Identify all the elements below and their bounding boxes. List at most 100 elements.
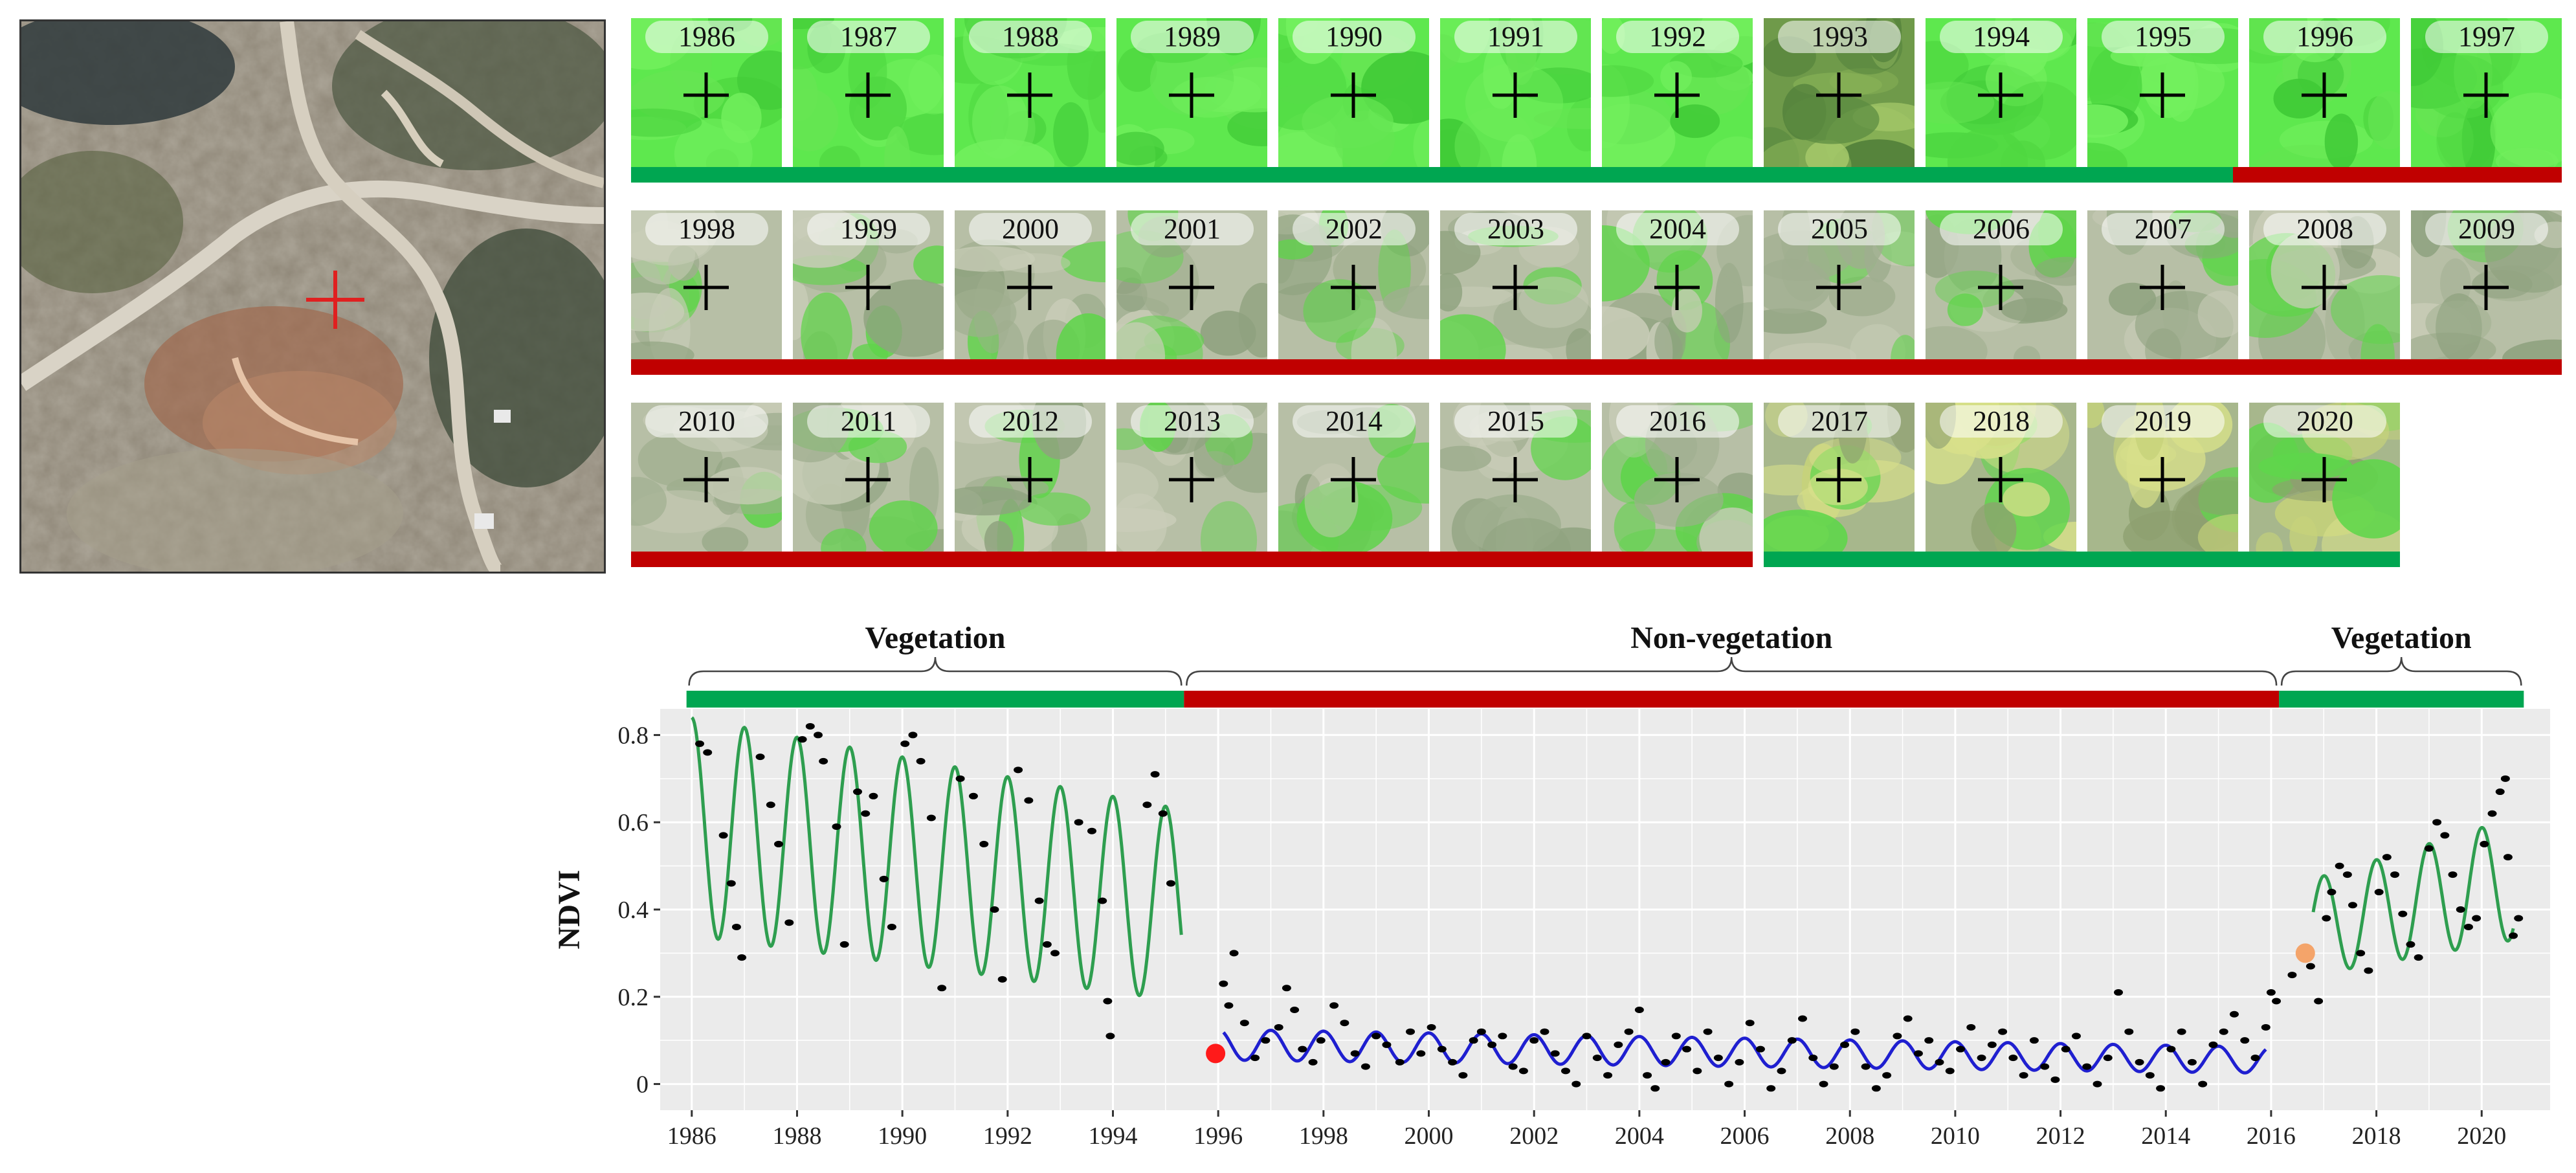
ndvi-observation-point — [1777, 1067, 1786, 1075]
ndvi-observation-point — [1540, 1028, 1549, 1035]
crosshair-icon — [683, 73, 729, 118]
thumbnail-class-bar-non-vegetation — [631, 552, 1753, 567]
crosshair-icon — [1493, 457, 1538, 502]
ndvi-observation-point — [1808, 1055, 1818, 1062]
ndvi-observation-point — [926, 814, 936, 821]
crosshair-icon — [845, 73, 891, 118]
ndvi-observation-point — [2382, 854, 2392, 861]
ndvi-observation-point — [1427, 1023, 1436, 1031]
ndvi-observation-point — [819, 757, 828, 765]
ndvi-observation-point — [1643, 1072, 1652, 1079]
thumbnail-1988: 1988 — [955, 18, 1105, 167]
ndvi-observation-point — [1829, 1063, 1839, 1070]
crosshair-icon — [2140, 265, 2185, 310]
ndvi-observation-point — [1448, 1058, 1458, 1066]
ndvi-observation-point — [755, 754, 765, 761]
thumbnail-2020: 2020 — [2249, 403, 2400, 552]
ndvi-observation-point — [726, 880, 736, 887]
crosshair-icon — [1169, 73, 1214, 118]
ndvi-observation-point — [2071, 1033, 2081, 1040]
ndvi-observation-point — [1229, 950, 1239, 957]
ndvi-observation-point — [797, 736, 807, 743]
ndvi-observation-point — [814, 732, 823, 739]
x-tick-label: 2000 — [1405, 1123, 1454, 1150]
ndvi-observation-point — [1406, 1028, 1416, 1035]
crosshair-icon — [1007, 265, 1052, 310]
thumbnail-year-label: 2014 — [1293, 405, 1416, 438]
crosshair-icon — [2140, 73, 2185, 118]
thumbnail-2016: 2016 — [1602, 403, 1753, 552]
thumbnail-year-label: 1990 — [1293, 21, 1416, 53]
thumbnail-year-label: 2020 — [2263, 405, 2386, 438]
thumbnail-1997: 1997 — [2411, 18, 2562, 167]
ndvi-observation-point — [1724, 1080, 1734, 1088]
thumbnail-2014: 2014 — [1278, 403, 1429, 552]
x-tick-label: 2010 — [1931, 1123, 1980, 1150]
ndvi-observation-point — [1998, 1028, 2008, 1035]
segment-bar-vegetation — [2279, 691, 2524, 708]
thumbnail-year-label: 2000 — [969, 213, 1092, 245]
ndvi-observation-point — [887, 923, 896, 930]
ndvi-observation-point — [1787, 1037, 1797, 1044]
ndvi-observation-point — [2145, 1072, 2155, 1079]
ndvi-observation-point — [2008, 1055, 2018, 1062]
ndvi-observation-point — [2093, 1080, 2102, 1088]
ndvi-observation-point — [1682, 1045, 1692, 1053]
ndvi-observation-point — [1840, 1041, 1850, 1048]
ndvi-observation-point — [2177, 1028, 2186, 1035]
thumbnail-2007: 2007 — [2087, 210, 2238, 359]
thumbnail-grid: 1986 1987 1988 1989 1990 1991 1992 1993 1994 1995… — [0, 0, 2576, 583]
ndvi-observation-point — [1745, 1020, 1755, 1027]
ndvi-observation-point — [2166, 1045, 2176, 1053]
thumbnail-year-label: 2006 — [1940, 213, 2063, 245]
ndvi-observation-point — [2495, 788, 2505, 796]
ndvi-observation-point — [2198, 1080, 2208, 1088]
ndvi-observation-point — [1966, 1023, 1976, 1031]
thumbnail-1992: 1992 — [1602, 18, 1753, 167]
ndvi-observation-point — [2135, 1058, 2144, 1066]
crosshair-icon — [1007, 457, 1052, 502]
ndvi-observation-point — [2287, 972, 2297, 979]
segment-brace — [688, 656, 1183, 686]
ndvi-observation-point — [1105, 1033, 1115, 1040]
crosshair-icon — [1331, 457, 1376, 502]
thumbnail-class-bar-non-vegetation — [631, 359, 2562, 375]
thumbnail-2017: 2017 — [1764, 403, 1915, 552]
ndvi-observation-point — [937, 985, 947, 992]
ndvi-observation-point — [2266, 989, 2276, 996]
crosshair-icon — [1816, 265, 1861, 310]
thumbnail-1999: 1999 — [793, 210, 944, 359]
thumbnail-image — [1602, 18, 1753, 167]
thumbnail-1991: 1991 — [1440, 18, 1591, 167]
ndvi-observation-point — [2432, 819, 2442, 826]
segment-bar-vegetation — [686, 691, 1184, 708]
ndvi-observation-point — [2424, 845, 2434, 852]
crosshair-icon — [845, 457, 891, 502]
y-tick-label: 0.8 — [618, 722, 649, 749]
x-tick-label: 2004 — [1615, 1123, 1664, 1150]
ndvi-observation-point — [1074, 819, 1083, 826]
ndvi-observation-point — [1166, 880, 1175, 887]
ndvi-observation-point — [2348, 902, 2357, 909]
ndvi-observation-point — [1103, 998, 1113, 1005]
ndvi-observation-point — [1735, 1058, 1744, 1066]
aerial-photo-graphic — [21, 21, 604, 572]
segment-label: Vegetation — [865, 621, 1006, 655]
ndvi-observation-point — [2229, 1011, 2239, 1018]
ndvi-observation-point — [2050, 1076, 2060, 1083]
ndvi-observation-point — [2187, 1058, 2197, 1066]
fit-line-vegetation — [691, 716, 1183, 998]
ndvi-observation-point — [2342, 871, 2352, 878]
crosshair-icon — [2463, 265, 2509, 310]
thumbnail-2012: 2012 — [955, 403, 1105, 552]
ndvi-observation-point — [1239, 1020, 1249, 1027]
ndvi-observation-point — [1014, 766, 1023, 774]
segment-label: Vegetation — [2331, 621, 2472, 655]
ndvi-observation-point — [1298, 1045, 1307, 1053]
thumbnail-1993: 1993 — [1764, 18, 1915, 167]
thumbnail-year-label: 2016 — [1616, 405, 1739, 438]
thumbnail-year-label: 1999 — [807, 213, 930, 245]
ndvi-observation-point — [979, 840, 989, 847]
ndvi-observation-point — [1650, 1085, 1660, 1092]
x-tick-label: 2020 — [2457, 1123, 2506, 1150]
